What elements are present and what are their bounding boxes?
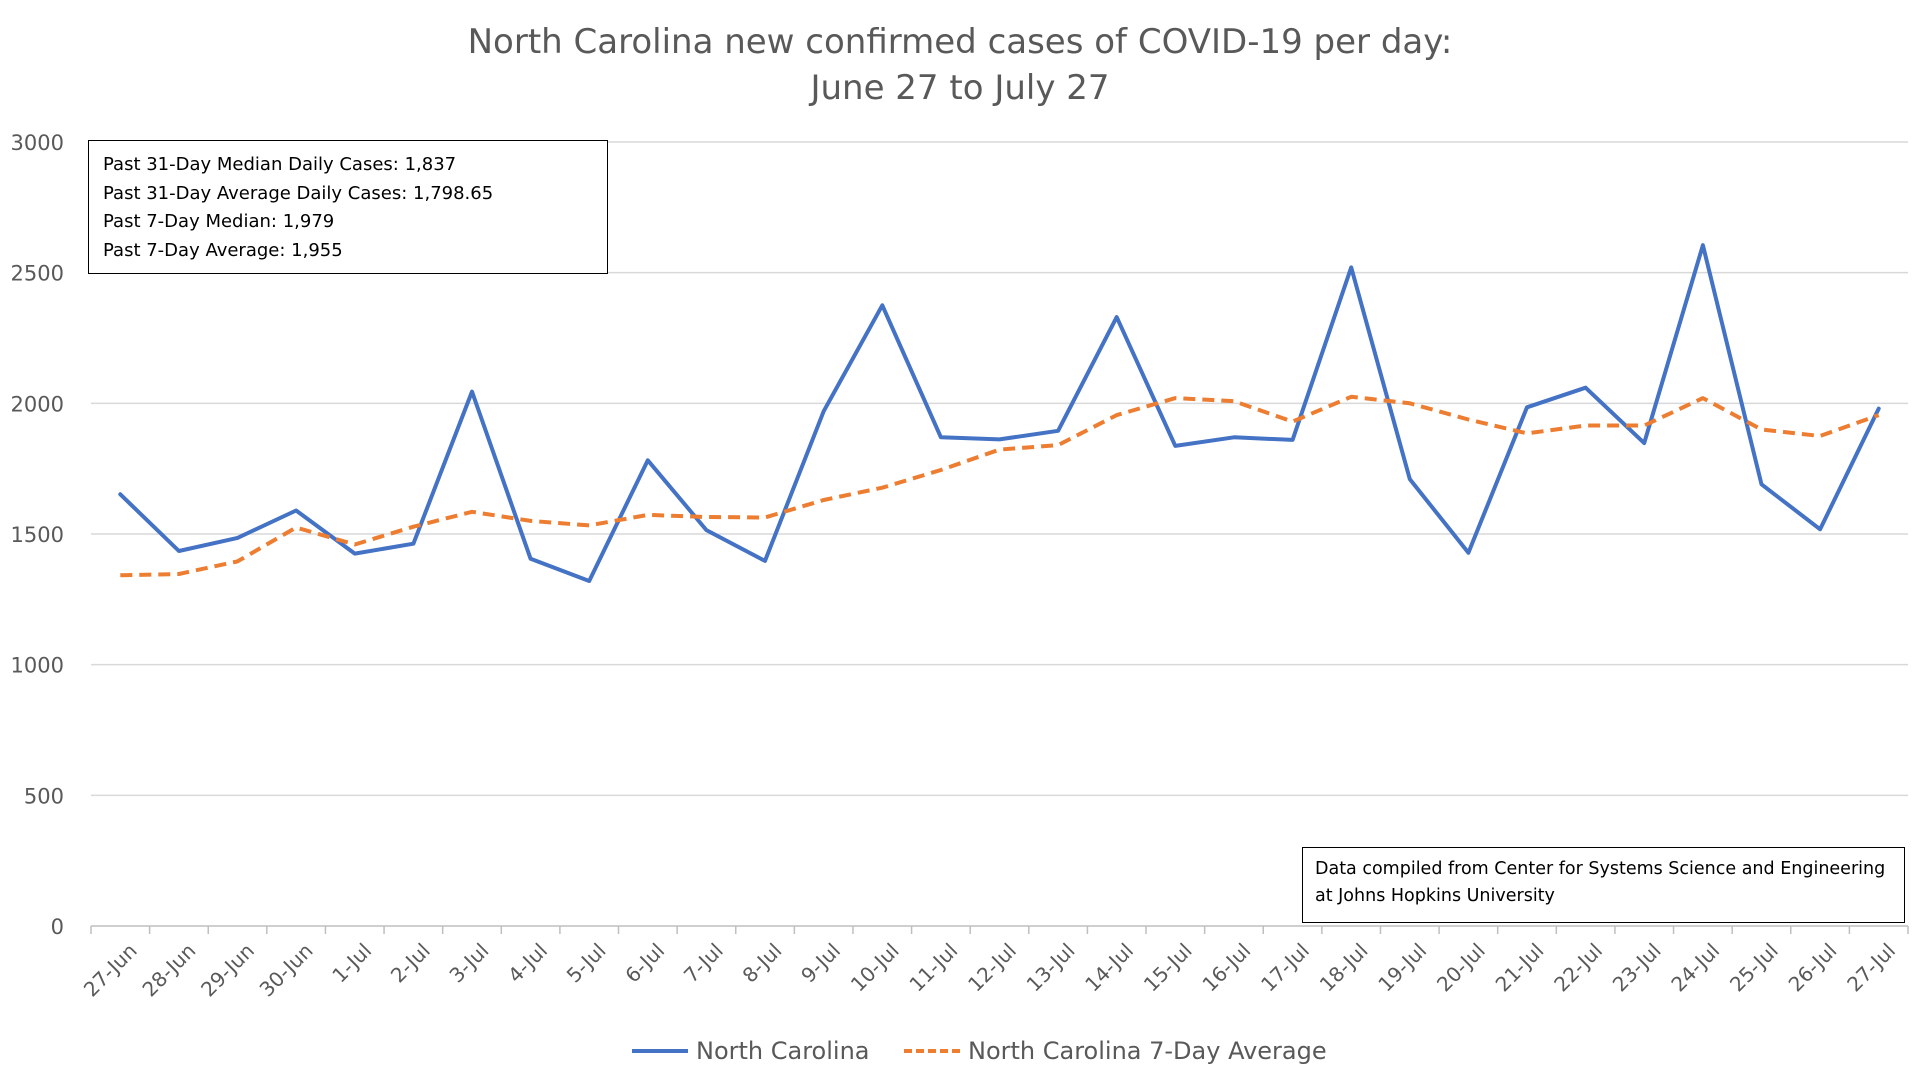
x-tick-label: 11-Jul (904, 938, 962, 996)
x-tick-label: 5-Jul (562, 938, 611, 987)
chart-subtitle: June 27 to July 27 (810, 68, 1110, 108)
x-tick-label: 29-Jun (196, 938, 259, 1001)
x-tick-label: 20-Jul (1432, 938, 1490, 996)
stats-line-31day-average: Past 31-Day Average Daily Cases: 1,798.6… (103, 182, 494, 204)
legend-swatch-north-carolina (632, 1049, 688, 1053)
x-tick-label: 19-Jul (1373, 938, 1431, 996)
y-tick-label: 2500 (11, 262, 64, 286)
x-tick-label: 27-Jul (1842, 938, 1900, 996)
x-tick-label: 24-Jul (1666, 938, 1724, 996)
x-tick-label: 4-Jul (503, 938, 552, 987)
x-tick-label: 10-Jul (846, 938, 904, 996)
x-tick-label: 9-Jul (796, 938, 845, 987)
legend-label-north-carolina: North Carolina (696, 1037, 870, 1065)
x-tick-label: 18-Jul (1315, 938, 1373, 996)
stats-line-7day-median: Past 7-Day Median: 1,979 (103, 211, 335, 232)
chart-title: North Carolina new confirmed cases of CO… (467, 22, 1453, 62)
y-tick-label: 0 (51, 915, 64, 939)
source-line-1: Data compiled from Center for Systems Sc… (1315, 859, 1886, 879)
x-tick-label: 23-Jul (1608, 938, 1666, 996)
x-tick-label: 17-Jul (1256, 938, 1314, 996)
y-tick-label: 2000 (11, 392, 64, 416)
source-annotation-box: Data compiled from Center for Systems Sc… (1302, 847, 1905, 923)
x-tick-label: 2-Jul (386, 938, 435, 987)
series-line-north-carolina (118, 243, 1881, 583)
x-tick-label: 15-Jul (1139, 938, 1197, 996)
x-tick-label: 25-Jul (1725, 938, 1783, 996)
x-tick-label: 3-Jul (444, 938, 493, 987)
stats-line-31day-median: Past 31-Day Median Daily Cases: 1,837 (103, 154, 457, 175)
y-tick-label: 3000 (11, 131, 64, 155)
x-tick-label: 8-Jul (738, 938, 787, 987)
y-tick-label: 1000 (11, 654, 64, 678)
x-tick-label: 22-Jul (1549, 938, 1607, 996)
x-tick-label: 26-Jul (1784, 938, 1842, 996)
y-tick-label: 500 (24, 784, 64, 808)
x-tick-label: 27-Jun (79, 938, 142, 1001)
x-tick-label: 21-Jul (1491, 938, 1549, 996)
x-tick-label: 28-Jun (137, 938, 200, 1001)
legend-swatch-7day-average (904, 1049, 960, 1053)
legend-item-7day-average: North Carolina 7-Day Average (904, 1036, 1327, 1066)
series-line-7day-average (120, 394, 1880, 578)
source-line-2: at Johns Hopkins University (1315, 886, 1555, 906)
x-tick-label: 14-Jul (1080, 938, 1138, 996)
legend-item-north-carolina: North Carolina (632, 1036, 870, 1066)
stats-line-7day-average: Past 7-Day Average: 1,955 (103, 239, 343, 261)
x-tick-label: 1-Jul (327, 938, 376, 987)
legend-label-7day-average: North Carolina 7-Day Average (968, 1037, 1327, 1065)
x-tick-label: 13-Jul (1022, 938, 1080, 996)
x-tick-label: 12-Jul (963, 938, 1021, 996)
x-tick-label: 6-Jul (620, 938, 669, 987)
x-tick-label: 16-Jul (1197, 938, 1255, 996)
stats-annotation-box: Past 31-Day Median Daily Cases: 1,837 Pa… (88, 140, 608, 274)
x-tick-label: 30-Jun (255, 938, 318, 1001)
y-tick-label: 1500 (11, 523, 64, 547)
x-tick-label: 7-Jul (679, 938, 728, 987)
